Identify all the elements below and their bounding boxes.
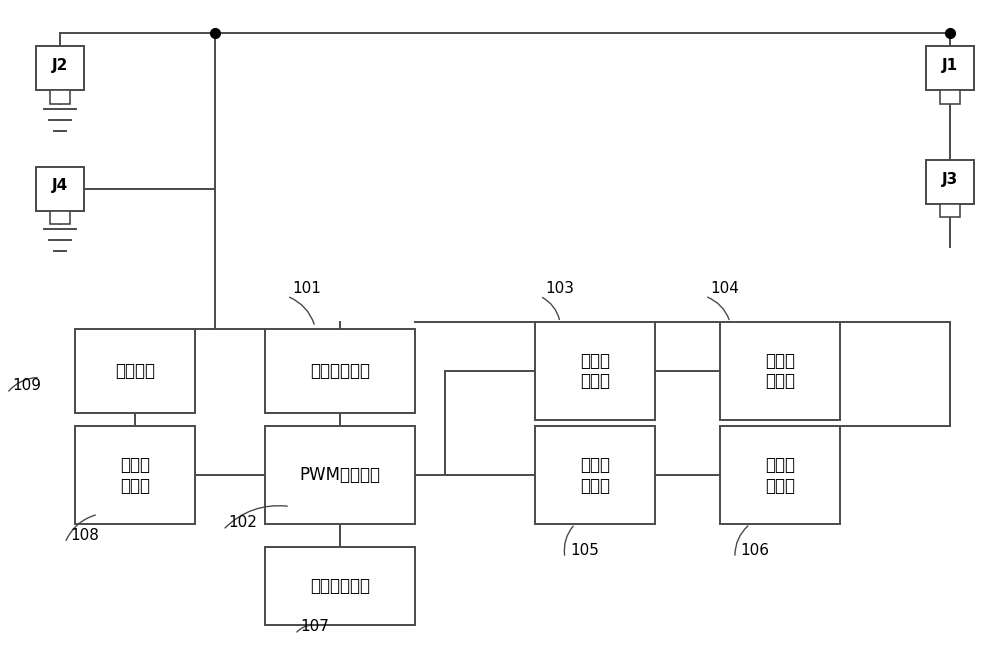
FancyArrowPatch shape — [66, 515, 95, 540]
Bar — [50, 90, 70, 104]
Text: 第一放
大模块: 第一放 大模块 — [580, 352, 610, 391]
Text: 第一开
关模块: 第一开 关模块 — [765, 352, 795, 391]
Text: 108: 108 — [70, 527, 99, 543]
FancyArrowPatch shape — [708, 298, 729, 320]
FancyArrowPatch shape — [290, 298, 314, 324]
Bar — [940, 90, 960, 104]
Text: 振荡频率模块: 振荡频率模块 — [310, 577, 370, 595]
Text: 第二开
关模块: 第二开 关模块 — [765, 456, 795, 495]
Bar — [36, 167, 84, 211]
FancyArrowPatch shape — [9, 378, 37, 391]
Text: 107: 107 — [300, 618, 329, 634]
FancyArrowPatch shape — [564, 526, 573, 555]
Text: 104: 104 — [710, 281, 739, 296]
Bar — [75, 426, 195, 524]
Bar — [926, 160, 974, 204]
Bar — [75, 329, 195, 413]
Text: 102: 102 — [228, 514, 257, 530]
Bar — [50, 211, 70, 224]
FancyArrowPatch shape — [297, 625, 312, 632]
Text: 稳压模块: 稳压模块 — [115, 362, 155, 380]
Bar — [720, 322, 840, 420]
Bar — [926, 46, 974, 90]
Text: J3: J3 — [942, 171, 958, 187]
Text: 电压转
换模块: 电压转 换模块 — [120, 456, 150, 495]
FancyArrowPatch shape — [542, 298, 559, 320]
Bar — [265, 547, 415, 625]
FancyArrowPatch shape — [735, 526, 748, 555]
Text: 106: 106 — [740, 542, 769, 558]
Text: 105: 105 — [570, 542, 599, 558]
Text: 分压滤波模块: 分压滤波模块 — [310, 362, 370, 380]
Text: PWM控制模块: PWM控制模块 — [300, 466, 380, 484]
Text: J2: J2 — [52, 57, 68, 73]
Bar — [265, 426, 415, 524]
Bar — [720, 426, 840, 524]
Text: J4: J4 — [52, 178, 68, 193]
Bar — [535, 426, 655, 524]
FancyArrowPatch shape — [225, 506, 287, 528]
Text: J1: J1 — [942, 57, 958, 73]
Bar — [265, 329, 415, 413]
Bar — [535, 322, 655, 420]
Bar — [940, 204, 960, 217]
Text: 103: 103 — [545, 281, 574, 296]
Text: 101: 101 — [292, 281, 321, 296]
Bar — [36, 46, 84, 90]
Text: 第二放
大模块: 第二放 大模块 — [580, 456, 610, 495]
Text: 109: 109 — [12, 378, 41, 393]
